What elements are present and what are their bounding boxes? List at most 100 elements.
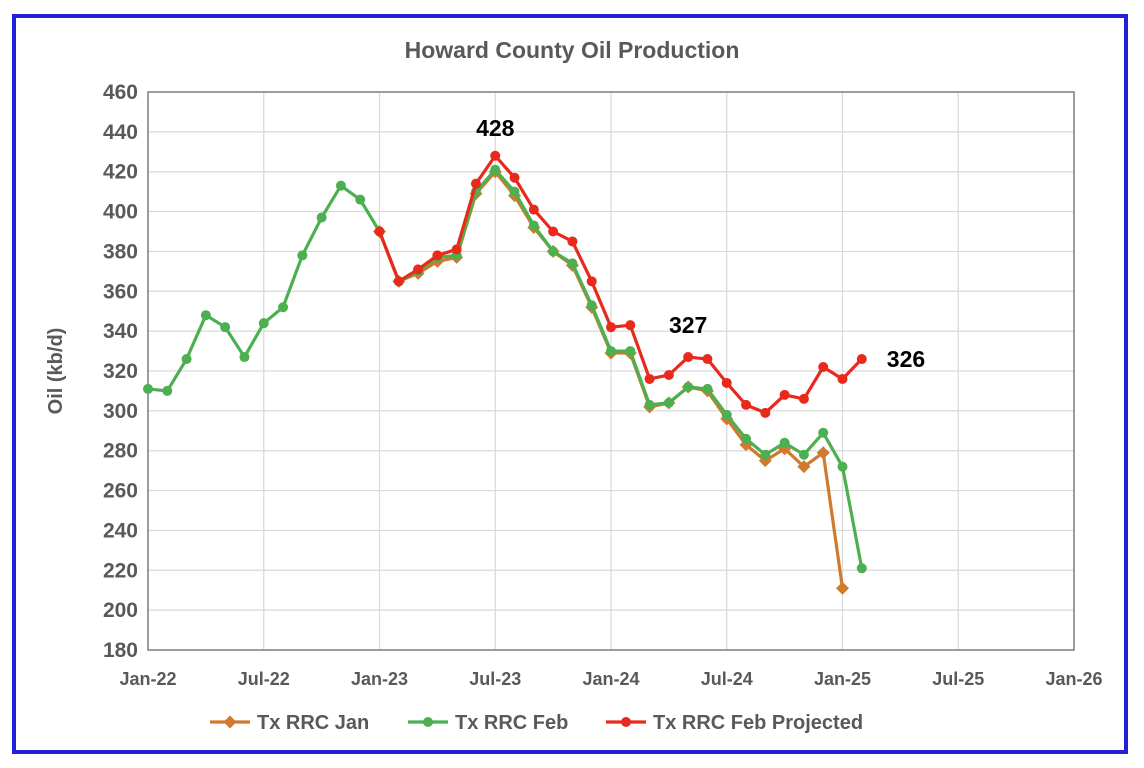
tx-rrc-feb-projected-point: [432, 250, 443, 261]
x-tick-label: Jul-25: [932, 669, 984, 689]
tx-rrc-feb-point: [278, 302, 289, 313]
tx-rrc-feb-projected-point: [644, 373, 655, 384]
chart-title: Howard County Oil Production: [405, 37, 740, 63]
tx-rrc-feb-point: [741, 433, 752, 444]
tx-rrc-feb-point: [143, 383, 153, 394]
tx-rrc-feb-point: [683, 381, 694, 392]
x-tick-label: Jan-22: [119, 669, 176, 689]
tx-rrc-feb-projected-series: [374, 150, 867, 418]
tx-rrc-feb-point: [528, 220, 539, 231]
y-tick-label: 420: [103, 161, 138, 184]
chart-frame: [12, 14, 1128, 754]
tx-rrc-feb-point: [355, 194, 366, 205]
x-tick-label: Jul-23: [469, 669, 521, 689]
tx-rrc-feb-point: [644, 399, 655, 410]
y-tick-label: 180: [103, 639, 138, 662]
tx-rrc-feb-projected-point: [567, 236, 578, 247]
y-tick-label: 260: [103, 480, 138, 503]
y-tick-label: 280: [103, 440, 138, 463]
y-axis-ticks: 180 200 220 240 260 280 300 320 340 360 380 400 420 4…: [103, 81, 138, 662]
tx-rrc-feb-projected-point: [798, 393, 809, 404]
y-tick-label: 380: [103, 240, 138, 263]
annotations: 428 327 326: [476, 115, 925, 372]
tx-rrc-feb-point: [856, 563, 867, 574]
tx-rrc-jan-point: [797, 460, 811, 474]
tx-rrc-feb-point: [258, 318, 269, 329]
legend-item-tx-rrc-feb: Tx RRC Feb: [408, 712, 568, 734]
tx-rrc-feb-point: [567, 258, 578, 269]
y-tick-label: 340: [103, 320, 138, 343]
y-tick-label: 220: [103, 559, 138, 582]
tx-rrc-feb-point: [721, 409, 732, 420]
legend-label: Tx RRC Jan: [257, 712, 369, 734]
tx-rrc-feb-point: [702, 383, 713, 394]
legend-tx-rrc-feb-projected-point: [621, 717, 631, 727]
tx-rrc-feb-point: [316, 212, 327, 223]
tx-rrc-feb-point: [220, 322, 231, 333]
tx-rrc-feb-projected-point: [490, 150, 501, 161]
tx-rrc-feb-line: [147, 168, 864, 569]
tx-rrc-feb-point: [818, 427, 829, 438]
tx-rrc-feb-projected-line: [378, 154, 863, 415]
legend-tx-rrc-jan-point: [223, 715, 237, 729]
tx-rrc-feb-projected-point: [606, 322, 616, 333]
gridlines: [147, 91, 1075, 651]
y-tick-label: 200: [103, 599, 138, 622]
tx-rrc-feb-point: [239, 352, 250, 363]
tx-rrc-feb-projected-point: [374, 226, 385, 237]
tx-rrc-feb-projected-point: [393, 276, 404, 287]
tx-rrc-feb-point: [837, 461, 848, 472]
tx-rrc-feb-projected-point: [625, 320, 636, 331]
tx-rrc-feb-series: [143, 164, 867, 574]
tx-rrc-feb-point: [181, 354, 192, 365]
y-tick-label: 460: [103, 81, 138, 104]
tx-rrc-feb-point: [335, 180, 346, 191]
legend: Tx RRC Jan Tx RRC Feb Tx RRC Feb Projected: [210, 712, 863, 734]
x-tick-label: Jan-23: [351, 669, 408, 689]
tx-rrc-feb-projected-point: [586, 276, 597, 287]
y-tick-label: 240: [103, 519, 138, 542]
y-tick-label: 320: [103, 360, 138, 383]
tx-rrc-feb-projected-point: [451, 244, 462, 255]
x-tick-label: Jul-22: [238, 669, 290, 689]
value-annotation: 327: [669, 312, 707, 338]
legend-item-tx-rrc-feb-projected: Tx RRC Feb Projected: [606, 712, 863, 734]
tx-rrc-feb-point: [625, 346, 636, 357]
y-tick-label: 360: [103, 280, 138, 303]
tx-rrc-feb-point: [798, 449, 809, 460]
y-tick-label: 400: [103, 201, 138, 224]
tx-rrc-feb-point: [548, 246, 559, 257]
tx-rrc-feb-projected-point: [548, 226, 559, 237]
tx-rrc-feb-projected-point: [779, 389, 790, 400]
plot-area: [147, 91, 1075, 651]
tx-rrc-jan-point: [816, 446, 830, 460]
tx-rrc-feb-projected-point: [663, 369, 674, 380]
tx-rrc-feb-projected-point: [741, 399, 752, 410]
series-lines: [143, 150, 867, 595]
tx-rrc-feb-point: [760, 449, 771, 460]
tx-rrc-feb-projected-point: [837, 373, 848, 384]
tx-rrc-feb-projected-point: [818, 362, 829, 373]
legend-item-tx-rrc-jan: Tx RRC Jan: [210, 712, 369, 734]
tx-rrc-feb-point: [490, 164, 501, 175]
tx-rrc-feb-point: [663, 397, 674, 408]
tx-rrc-feb-projected-point: [509, 172, 520, 183]
y-tick-label: 440: [103, 121, 138, 144]
tx-rrc-feb-projected-point: [528, 204, 539, 215]
tx-rrc-feb-point: [200, 310, 211, 321]
x-tick-label: Jan-26: [1045, 669, 1102, 689]
y-tick-label: 300: [103, 400, 138, 423]
tx-rrc-feb-projected-point: [413, 264, 424, 275]
legend-label: Tx RRC Feb Projected: [653, 712, 863, 734]
x-tick-label: Jul-24: [701, 669, 753, 689]
value-annotation: 326: [887, 346, 925, 372]
tx-rrc-feb-projected-point: [856, 354, 867, 365]
tx-rrc-feb-point: [509, 186, 520, 197]
value-annotation: 428: [476, 115, 515, 141]
y-axis-label: Oil (kb/d): [45, 328, 67, 415]
legend-tx-rrc-feb-point: [423, 717, 433, 727]
tx-rrc-feb-point: [162, 385, 173, 396]
tx-rrc-feb-point: [586, 300, 597, 311]
x-axis-ticks: Jan-22 Jul-22 Jan-23 Jul-23 Jan-24 Jul-24 Jan-…: [119, 669, 1102, 689]
